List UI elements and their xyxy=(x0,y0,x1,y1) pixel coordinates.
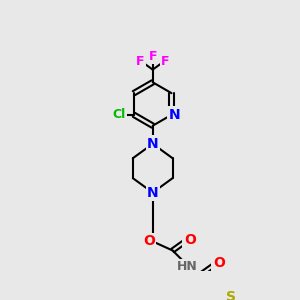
Text: F: F xyxy=(161,55,170,68)
Text: HN: HN xyxy=(177,260,197,273)
Text: N: N xyxy=(168,108,180,122)
Text: F: F xyxy=(148,50,157,63)
Text: F: F xyxy=(136,55,144,68)
Text: S: S xyxy=(226,290,236,300)
Text: O: O xyxy=(213,256,225,270)
Text: Cl: Cl xyxy=(113,108,126,121)
Text: O: O xyxy=(143,234,155,248)
Text: O: O xyxy=(184,232,196,247)
Text: N: N xyxy=(147,137,158,151)
Text: N: N xyxy=(147,186,158,200)
